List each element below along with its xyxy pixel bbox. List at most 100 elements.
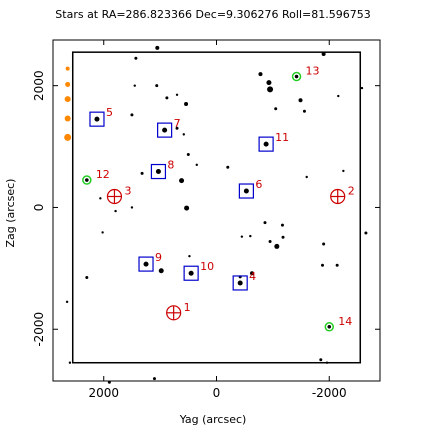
guide-star-box	[150, 163, 167, 180]
guide-star-point	[243, 188, 249, 194]
field-star	[281, 235, 285, 239]
guide-star-box	[157, 122, 173, 138]
field-star	[140, 171, 144, 175]
guide-star-point	[143, 261, 149, 267]
field-star	[134, 56, 138, 60]
field-star	[152, 377, 156, 381]
field-star	[325, 361, 329, 364]
guide-star-point	[188, 270, 194, 276]
x-tick-label: 0	[213, 386, 221, 400]
guide-star-label: 7	[174, 117, 181, 130]
field-star	[360, 86, 364, 90]
field-star	[175, 93, 179, 97]
field-star	[274, 107, 278, 111]
x-axis-label: Yag (arcsec)	[179, 413, 247, 426]
guide-star-point	[162, 127, 168, 133]
guide-star-point	[263, 141, 269, 147]
data-layer: 5 7 8 11 6 9 10 4 3 2 1 12 13 14	[64, 45, 368, 384]
field-star	[240, 235, 244, 238]
field-star	[249, 234, 252, 238]
field-star	[320, 263, 324, 267]
field-star	[268, 240, 272, 244]
guide-star-label: 8	[167, 159, 174, 172]
guide-star-box	[89, 111, 105, 127]
acq-star-label: 14	[338, 315, 352, 328]
guide-star-point	[155, 169, 161, 175]
guide-star-label: 5	[106, 106, 113, 119]
field-star	[337, 94, 340, 98]
field-star	[130, 113, 134, 117]
field-star	[335, 263, 339, 267]
acq-star-point	[294, 74, 299, 79]
field-star	[266, 80, 272, 86]
bad-star	[65, 66, 70, 71]
field-star	[195, 163, 198, 167]
field-star	[186, 152, 190, 156]
x-tick-label: 2000	[88, 386, 119, 400]
field-star	[274, 243, 280, 249]
field-star	[179, 178, 185, 184]
guide-star-box	[258, 136, 274, 152]
field-star	[85, 275, 89, 279]
guide-star-label: 4	[249, 270, 256, 283]
field-star	[305, 175, 308, 179]
field-star	[165, 96, 169, 100]
field-star	[114, 209, 117, 213]
ccd-frame	[71, 51, 362, 364]
field-star	[155, 45, 160, 50]
field-star	[158, 268, 164, 274]
field-star	[302, 109, 306, 113]
field-star	[342, 169, 345, 173]
field-star	[68, 361, 72, 364]
field-star	[133, 84, 136, 87]
field-star	[250, 271, 255, 276]
y-tick-label: 2000	[32, 70, 46, 101]
field-star	[130, 206, 134, 209]
y-tick-label: 0	[32, 204, 46, 212]
guide-star-point	[94, 116, 100, 122]
field-star	[226, 165, 230, 169]
y-tick-label: -2000	[32, 312, 46, 347]
guide-star-box	[238, 183, 254, 199]
bad-star	[64, 115, 71, 122]
bad-star	[65, 81, 71, 87]
y-axis-label: Zag (arcsec)	[4, 179, 17, 248]
bad-star	[64, 96, 71, 103]
field-star	[319, 358, 323, 362]
acq-star-circle	[82, 175, 92, 185]
x-tick-label: -2000	[312, 386, 347, 400]
field-star	[364, 231, 368, 235]
field-star	[322, 242, 326, 246]
guide-star-box	[138, 256, 154, 272]
field-star	[175, 126, 179, 130]
guide-star-label: 10	[200, 260, 214, 273]
guide-star-point	[237, 280, 243, 286]
field-star	[99, 197, 102, 200]
guide-star-box	[232, 275, 248, 291]
acq-star-label: 13	[306, 65, 320, 78]
bad-star	[64, 133, 72, 141]
field-star	[107, 380, 111, 384]
field-star	[155, 84, 159, 88]
field-star	[321, 52, 326, 57]
field-star	[258, 72, 263, 77]
acq-star-circle	[324, 322, 335, 332]
acq-star-point	[85, 178, 89, 182]
fid-light-label: 1	[184, 301, 191, 314]
guide-star-label: 11	[275, 131, 289, 144]
acq-star-label: 12	[96, 168, 110, 181]
acq-star-point	[327, 325, 332, 329]
field-star	[267, 86, 274, 93]
field-star	[182, 133, 185, 136]
guide-star-box	[183, 265, 199, 281]
field-star	[280, 223, 284, 227]
fid-light-label: 2	[348, 184, 355, 197]
guide-star-label: 6	[255, 178, 262, 191]
fid-light-label: 3	[124, 184, 131, 197]
field-star	[184, 101, 189, 106]
acq-star-circle	[291, 71, 302, 82]
axis-ticks: -2000 0 2000 -2000 0 2000	[32, 40, 380, 400]
field-star	[65, 300, 69, 304]
field-star	[184, 205, 190, 211]
